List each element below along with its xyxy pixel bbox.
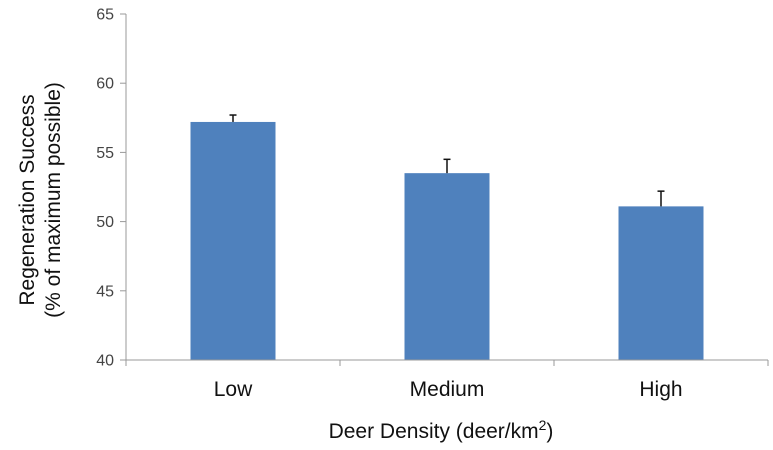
error-bars-group <box>229 114 665 207</box>
x-axis-title-suffix: ) <box>546 420 553 443</box>
y-axis-ticks: 40 45 50 55 60 65 <box>96 7 126 370</box>
x-axis-title-superscript: 2 <box>539 417 547 433</box>
bar-medium <box>404 173 490 360</box>
y-axis-title-line2: (% of maximum possible) <box>42 82 65 318</box>
category-labels: Low Medium High <box>214 378 683 401</box>
y-axis-title: Regeneration Success (% of maximum possi… <box>16 82 65 318</box>
axes-group <box>125 14 769 366</box>
y-tick-label: 65 <box>96 7 114 24</box>
bar-low <box>190 121 276 361</box>
category-label-high: High <box>639 378 682 401</box>
bar-high <box>618 206 704 360</box>
bars-group <box>190 121 704 361</box>
category-label-low: Low <box>214 378 253 401</box>
x-axis-title: Deer Density (deer/km2) <box>329 417 554 443</box>
y-axis-title-line1: Regeneration Success <box>16 94 39 305</box>
category-label-medium: Medium <box>410 378 485 401</box>
y-tick-label: 45 <box>96 283 114 300</box>
y-tick-label: 60 <box>96 76 114 93</box>
y-tick-label: 55 <box>96 145 114 162</box>
y-tick-label: 50 <box>96 214 114 231</box>
y-tick-label: 40 <box>96 353 114 370</box>
